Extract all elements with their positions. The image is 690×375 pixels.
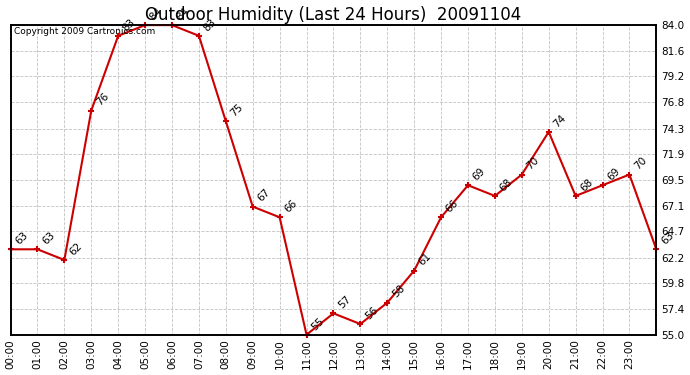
- Text: 62: 62: [67, 241, 83, 257]
- Text: 83: 83: [201, 16, 218, 33]
- Text: 58: 58: [390, 284, 406, 300]
- Text: 69: 69: [471, 166, 487, 183]
- Text: 70: 70: [632, 156, 649, 172]
- Text: 84: 84: [175, 6, 191, 22]
- Text: 63: 63: [13, 230, 30, 246]
- Text: 84: 84: [148, 6, 164, 22]
- Text: 67: 67: [255, 188, 272, 204]
- Text: 66: 66: [282, 198, 299, 214]
- Text: 75: 75: [228, 102, 245, 118]
- Text: 74: 74: [551, 112, 568, 129]
- Text: 56: 56: [363, 305, 380, 321]
- Text: 69: 69: [605, 166, 622, 183]
- Text: Copyright 2009 Cartronics.com: Copyright 2009 Cartronics.com: [14, 27, 155, 36]
- Text: 63: 63: [659, 230, 676, 246]
- Text: 68: 68: [497, 177, 514, 193]
- Title: Outdoor Humidity (Last 24 Hours)  20091104: Outdoor Humidity (Last 24 Hours) 2009110…: [146, 6, 522, 24]
- Text: 68: 68: [578, 177, 595, 193]
- Text: 57: 57: [336, 294, 353, 310]
- Text: 61: 61: [417, 251, 433, 268]
- Text: 70: 70: [524, 156, 541, 172]
- Text: 63: 63: [40, 230, 57, 246]
- Text: 83: 83: [121, 16, 137, 33]
- Text: 66: 66: [444, 198, 460, 214]
- Text: 76: 76: [94, 91, 110, 108]
- Text: 55: 55: [309, 315, 326, 332]
